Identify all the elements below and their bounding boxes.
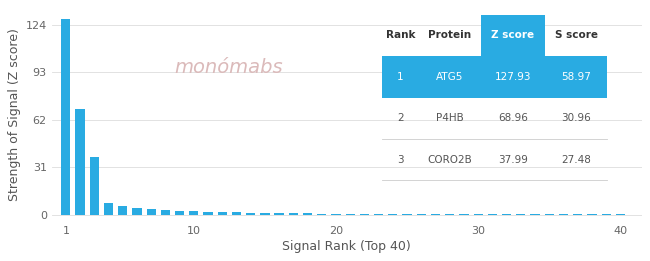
Bar: [388, 214, 397, 215]
Bar: [75, 109, 84, 215]
Bar: [303, 213, 312, 215]
Y-axis label: Strength of Signal (Z score): Strength of Signal (Z score): [8, 28, 21, 201]
Text: 127.93: 127.93: [495, 72, 531, 82]
Text: P4HB: P4HB: [436, 113, 463, 123]
X-axis label: Signal Rank (Top 40): Signal Rank (Top 40): [282, 240, 411, 253]
Bar: [360, 214, 369, 215]
Bar: [90, 157, 99, 215]
Text: Z score: Z score: [491, 30, 534, 40]
Bar: [161, 210, 170, 215]
Bar: [488, 214, 497, 215]
Text: 37.99: 37.99: [498, 155, 528, 165]
Bar: [61, 19, 70, 215]
Bar: [274, 213, 283, 215]
Text: 1: 1: [397, 72, 404, 82]
Text: ATG5: ATG5: [436, 72, 463, 82]
Bar: [260, 213, 270, 215]
Bar: [346, 214, 355, 215]
Bar: [402, 214, 411, 215]
Bar: [460, 214, 469, 215]
Text: 58.97: 58.97: [562, 72, 592, 82]
Text: Protein: Protein: [428, 30, 471, 40]
Bar: [374, 214, 383, 215]
Bar: [417, 214, 426, 215]
Bar: [246, 213, 255, 215]
Bar: [332, 214, 341, 215]
Bar: [133, 208, 142, 215]
Text: S score: S score: [555, 30, 598, 40]
Text: 2: 2: [397, 113, 404, 123]
Text: 30.96: 30.96: [562, 113, 592, 123]
Bar: [146, 209, 156, 215]
Bar: [189, 211, 198, 215]
Bar: [203, 212, 213, 215]
Bar: [445, 214, 454, 215]
Text: CORO2B: CORO2B: [427, 155, 472, 165]
Text: 3: 3: [397, 155, 404, 165]
Bar: [431, 214, 440, 215]
Bar: [317, 213, 326, 215]
Bar: [474, 214, 483, 215]
Bar: [104, 203, 113, 215]
Text: 27.48: 27.48: [562, 155, 592, 165]
Text: Rank: Rank: [385, 30, 415, 40]
Text: monómabs: monómabs: [174, 58, 283, 77]
Bar: [289, 213, 298, 215]
Bar: [118, 206, 127, 215]
Bar: [218, 212, 227, 215]
Bar: [175, 211, 184, 215]
Bar: [232, 212, 241, 215]
Text: 68.96: 68.96: [498, 113, 528, 123]
